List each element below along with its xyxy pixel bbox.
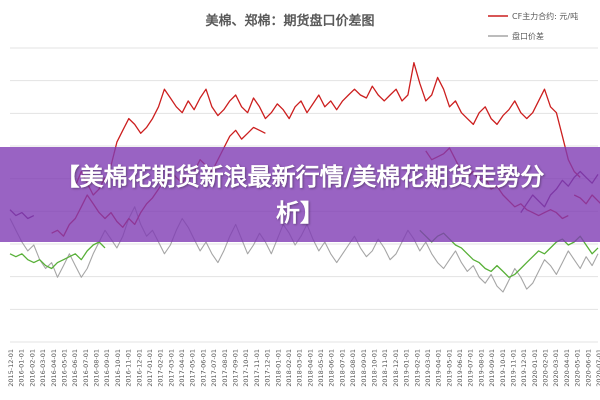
x-tick-label: 2015-12-01 xyxy=(7,349,15,387)
x-tick-label: 2016-08-01 xyxy=(93,349,101,387)
x-tick-label: 2018-12-01 xyxy=(392,349,400,387)
legend-label-cf: CF主力合约: 元/吨 xyxy=(512,11,578,21)
x-tick-label: 2018-03-01 xyxy=(296,349,304,387)
x-tick-label: 2019-09-01 xyxy=(488,349,496,387)
x-tick-label: 2019-11-01 xyxy=(510,349,518,387)
x-tick-label: 2019-10-01 xyxy=(499,349,507,387)
x-tick-label: 2016-07-01 xyxy=(82,349,90,387)
x-tick-label: 2016-01-01 xyxy=(18,349,26,387)
x-tick-label: 2016-03-01 xyxy=(39,349,47,387)
x-tick-label: 2019-03-01 xyxy=(424,349,432,387)
x-tick-label: 2018-07-01 xyxy=(338,349,346,387)
x-tick-label: 2020-02-01 xyxy=(542,349,550,387)
x-tick-label: 2016-10-01 xyxy=(114,349,122,387)
chart-title: 美棉、郑棉：期货盘口价差图 xyxy=(205,13,374,29)
x-tick-label: 2018-09-01 xyxy=(360,349,368,387)
x-tick-label: 2020-05-01 xyxy=(574,349,582,387)
x-tick-label: 2019-05-01 xyxy=(445,349,453,387)
x-tick-label: 2020-04-01 xyxy=(563,349,571,387)
x-tick-label: 2018-04-01 xyxy=(306,349,314,387)
x-tick-label: 2017-12-01 xyxy=(264,349,272,387)
x-tick-label: 2018-02-01 xyxy=(285,349,293,387)
x-tick-label: 2017-02-01 xyxy=(157,349,165,387)
x-tick-label: 2019-07-01 xyxy=(467,349,475,387)
x-tick-label: 2017-05-01 xyxy=(189,349,197,387)
series-line-3-seg-0 xyxy=(9,241,106,270)
headline-banner: 【美棉花期货新浪最新行情/美棉花期货走势分析】 xyxy=(0,147,600,242)
x-tick-label: 2016-02-01 xyxy=(28,349,36,387)
x-tick-label: 2016-04-01 xyxy=(50,349,58,387)
headline-text: 【美棉花期货新浪最新行情/美棉花期货走势分析】 xyxy=(55,162,545,227)
x-tick-label: 2017-03-01 xyxy=(167,349,175,387)
x-tick-label: 2018-01-01 xyxy=(274,349,282,387)
x-tick-label: 2017-04-01 xyxy=(178,349,186,387)
x-tick-label: 2016-06-01 xyxy=(71,349,79,387)
legend-label-spread: 盘口价差 xyxy=(512,31,544,41)
x-tick-label: 2019-02-01 xyxy=(413,349,421,387)
x-tick-label: 2019-01-01 xyxy=(403,349,411,387)
x-tick-label: 2017-09-01 xyxy=(232,349,240,387)
x-tick-label: 2016-09-01 xyxy=(103,349,111,387)
x-tick-label: 2017-01-01 xyxy=(146,349,154,387)
x-tick-label: 2018-06-01 xyxy=(328,349,336,387)
x-tick-label: 2018-08-01 xyxy=(349,349,357,387)
x-tick-label: 2016-05-01 xyxy=(61,349,69,387)
x-tick-label: 2019-08-01 xyxy=(477,349,485,387)
x-tick-label: 2019-06-01 xyxy=(456,349,464,387)
x-tick-labels: 2015-12-01 2016-01-01 2016-02-01 2016-03-01… xyxy=(7,349,600,387)
x-tick-label: 2018-05-01 xyxy=(317,349,325,387)
x-tick-label: 2017-06-01 xyxy=(199,349,207,387)
x-tick-label: 2018-10-01 xyxy=(371,349,379,387)
x-tick-label: 2018-11-01 xyxy=(381,349,389,387)
x-tick-label: 2019-04-01 xyxy=(435,349,443,387)
x-tick-label: 2017-10-01 xyxy=(242,349,250,387)
x-tick-label: 2019-12-01 xyxy=(520,349,528,387)
x-tick-label: 2020-06-01 xyxy=(584,349,592,387)
x-tick-label: 2020-03-01 xyxy=(552,349,560,387)
x-tick-label: 2020-07-01 xyxy=(595,349,600,387)
x-tick-label: 2017-07-01 xyxy=(210,349,218,387)
legend: CF主力合约: 元/吨 盘口价差 xyxy=(488,11,578,41)
x-tick-label: 2017-08-01 xyxy=(221,349,229,387)
series-line-1-seg-1 xyxy=(110,62,581,178)
x-tick-label: 2016-12-01 xyxy=(135,349,143,387)
x-tick-label: 2016-11-01 xyxy=(125,349,133,387)
x-tick-label: 2020-01-01 xyxy=(531,349,539,387)
x-tick-label: 2017-11-01 xyxy=(253,349,261,387)
